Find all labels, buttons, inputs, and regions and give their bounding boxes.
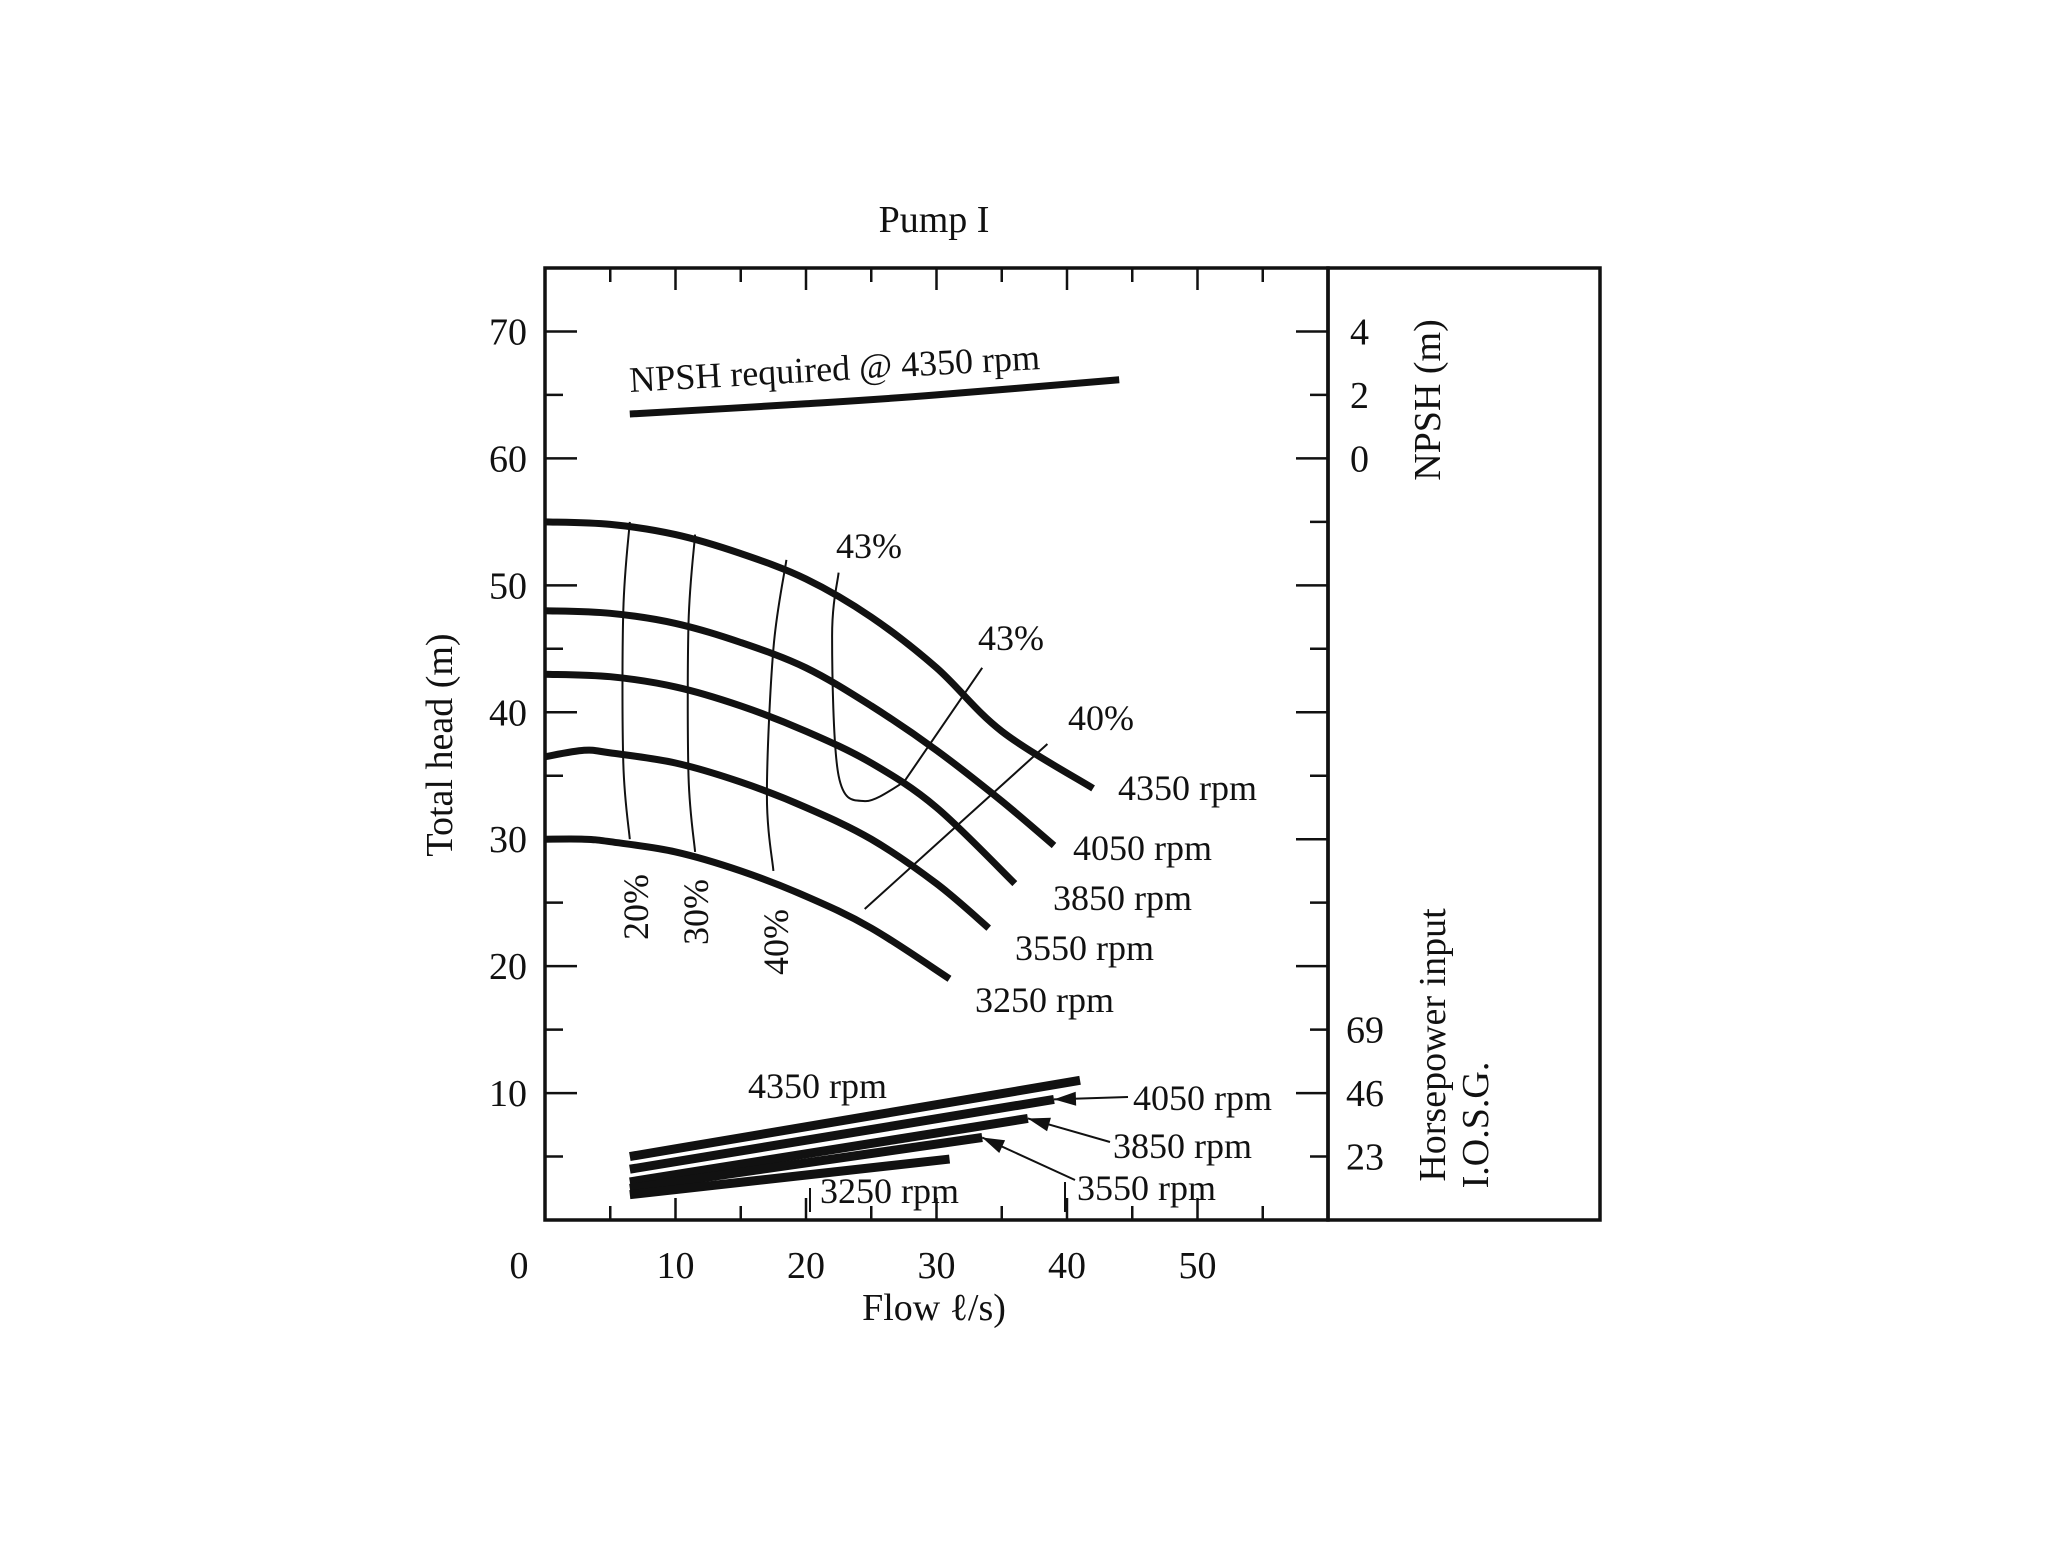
y-axis-title: Total head (m) [419,633,461,856]
npsh-tick-label: 2 [1350,375,1369,417]
y-tick-label: 40 [489,692,527,734]
x-tick-label: 30 [918,1245,956,1287]
horsepower-line-layer [629,1075,1081,1200]
head-curve [544,835,952,982]
x-axis-title: Flow ℓ/s) [862,1287,1006,1329]
x-tick-label: 20 [787,1245,825,1287]
hp-tick-label: 23 [1346,1137,1384,1179]
head-curve-label: 3550 rpm [1015,928,1154,968]
npsh-curve-layer [629,376,1120,418]
x-tick-label: 40 [1048,1245,1086,1287]
hp-line-label: 4050 rpm [1133,1078,1272,1118]
hp-axis-title-line2: I.O.S.G. [1455,1062,1497,1189]
efficiency-label: 40% [756,909,796,975]
head-curve [544,670,1018,887]
efficiency-label: 20% [616,874,656,940]
horsepower-line [629,1075,1081,1161]
leader-arrow-head [1053,1091,1077,1106]
efficiency-label: 40% [1068,698,1134,738]
head-curve [544,518,1095,792]
hp-line-label: 3850 rpm [1113,1126,1252,1166]
x-tick-label: 0 [510,1245,529,1287]
efficiency-curve-layer [621,521,1049,910]
y-tick-label: 10 [489,1073,527,1115]
head-curve [544,607,1057,849]
x-tick-label: 50 [1179,1245,1217,1287]
leader-arrow-head [1027,1117,1051,1132]
npsh-tick-label: 4 [1350,311,1369,353]
head-curve-label: 3250 rpm [975,980,1114,1020]
leader-arrow-head [982,1137,1006,1154]
hp-tick-label: 46 [1346,1073,1384,1115]
head-curve-layer [544,518,1095,982]
horsepower-line [629,1133,983,1193]
hp-line-label: 3550 rpm [1077,1168,1216,1208]
y-tick-label: 70 [489,311,527,353]
efficiency-label: 43% [836,526,902,566]
y-tick-label: 30 [489,819,527,861]
right-axis-frame [1326,266,1602,1222]
head-curve-label: 4350 rpm [1118,768,1257,808]
head-curve-label: 3850 rpm [1053,878,1192,918]
head-curve-label: 4050 rpm [1073,828,1212,868]
efficiency-curve [831,572,905,803]
hp-line-label: 3250 rpm [820,1171,959,1211]
hp-line-label: 4350 rpm [748,1066,887,1106]
efficiency-curve [903,667,984,783]
hp-axis-title-line1: Horsepower input [1412,908,1454,1182]
efficiency-label: 30% [676,879,716,945]
efficiency-label: 43% [978,618,1044,658]
horsepower-line [629,1094,1055,1174]
head-curve [544,746,991,931]
y-tick-label: 20 [489,946,527,988]
y-tick-label: 50 [489,565,527,607]
horsepower-line [629,1114,1029,1187]
npsh-axis-title: NPSH (m) [1407,319,1449,481]
y-tick-label: 60 [489,438,527,480]
chart-title: Pump I [879,199,990,241]
x-tick-label: 10 [657,1245,695,1287]
npsh-required-curve [629,376,1120,418]
efficiency-curve [686,534,697,852]
npsh-tick-label: 0 [1350,438,1369,480]
horsepower-line [629,1154,951,1200]
hp-tick-label: 69 [1346,1010,1384,1052]
